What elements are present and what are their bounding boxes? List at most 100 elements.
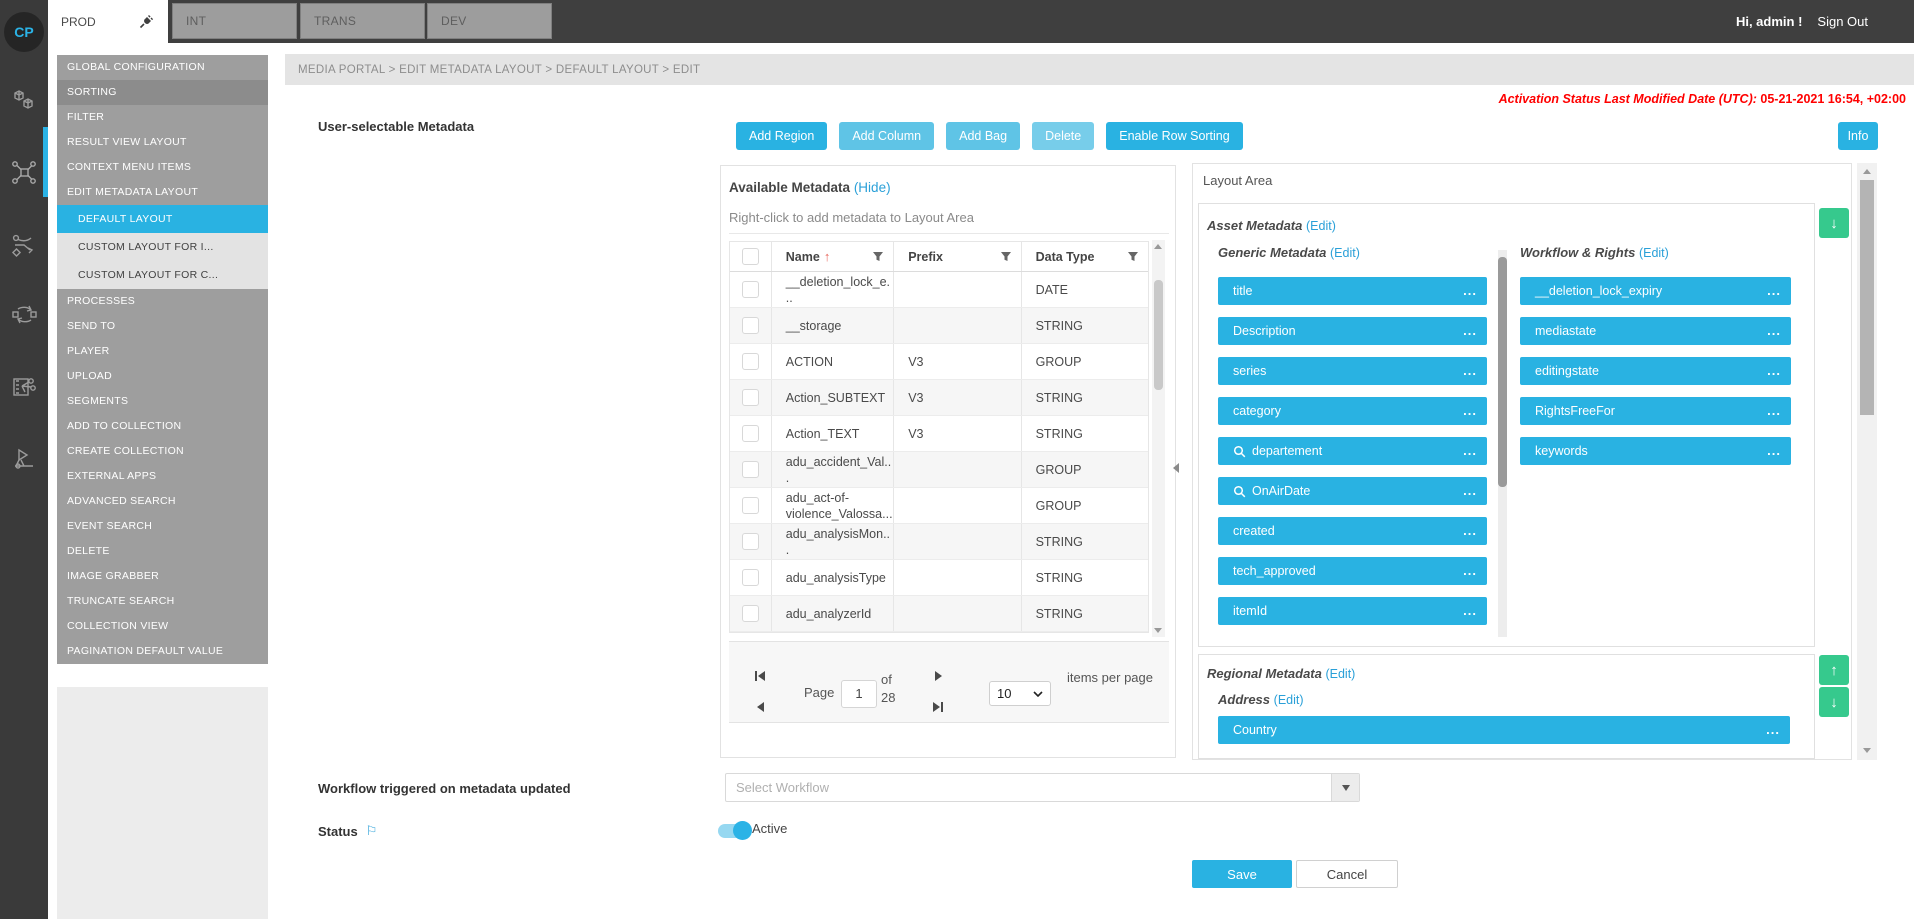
sidebar-item-segments[interactable]: SEGMENTS <box>57 389 268 414</box>
metadata-chip-keywords[interactable]: keywords... <box>1520 437 1791 465</box>
metadata-chip-title[interactable]: title... <box>1218 277 1487 305</box>
metadata-chip-mediastate[interactable]: mediastate... <box>1520 317 1791 345</box>
first-page-button[interactable] <box>755 671 765 681</box>
network-icon[interactable] <box>10 158 38 186</box>
metadata-chip-created[interactable]: created... <box>1218 517 1487 545</box>
move-down-button[interactable]: ↓ <box>1819 208 1849 238</box>
sidebar-item-result-view-layout[interactable]: RESULT VIEW LAYOUT <box>57 130 268 155</box>
metadata-chip-series[interactable]: series... <box>1218 357 1487 385</box>
select-all-checkbox[interactable] <box>742 248 759 265</box>
chip-more-icon[interactable]: ... <box>1767 323 1781 338</box>
metadata-chip-onairdate[interactable]: OnAirDate... <box>1218 477 1487 505</box>
save-button[interactable]: Save <box>1192 860 1292 888</box>
edit-link[interactable]: (Edit) <box>1325 667 1356 681</box>
chip-more-icon[interactable]: ... <box>1463 563 1477 578</box>
metadata-chip-itemid[interactable]: itemId... <box>1218 597 1487 625</box>
metadata-chip-category[interactable]: category... <box>1218 397 1487 425</box>
sidebar-item-image-grabber[interactable]: IMAGE GRABBER <box>57 564 268 589</box>
chip-more-icon[interactable]: ... <box>1766 722 1780 737</box>
sidebar-item-add-to-collection[interactable]: ADD TO COLLECTION <box>57 414 268 439</box>
sidebar-item-default-layout[interactable]: DEFAULT LAYOUT <box>57 205 268 233</box>
row-checkbox[interactable] <box>742 389 759 406</box>
move-up-button[interactable]: ↑ <box>1819 655 1849 685</box>
avatar[interactable]: CP <box>4 12 44 52</box>
sidebar-item-edit-metadata-layout[interactable]: EDIT METADATA LAYOUT <box>57 180 268 205</box>
table-row[interactable]: adu_analyzerId STRING <box>730 596 1148 632</box>
projector-icon[interactable] <box>10 445 38 473</box>
tab-prod[interactable]: PROD <box>47 0 168 43</box>
move-down-button[interactable]: ↓ <box>1819 687 1849 717</box>
table-row[interactable]: __deletion_lock_e... DATE <box>730 272 1148 308</box>
sidebar-item-filter[interactable]: FILTER <box>57 105 268 130</box>
tab-int[interactable]: INT <box>172 3 297 39</box>
chip-more-icon[interactable]: ... <box>1463 603 1477 618</box>
edit-link[interactable]: (Edit) <box>1273 693 1304 707</box>
chip-more-icon[interactable]: ... <box>1463 483 1477 498</box>
table-row[interactable]: Action_SUBTEXT V3 STRING <box>730 380 1148 416</box>
header-name[interactable]: Name ↑ <box>772 242 895 271</box>
sign-out-link[interactable]: Sign Out <box>1817 14 1868 29</box>
sidebar-item-global-configuration[interactable]: GLOBAL CONFIGURATION <box>57 55 268 80</box>
chip-more-icon[interactable]: ... <box>1767 363 1781 378</box>
status-toggle[interactable] <box>718 821 752 840</box>
chip-more-icon[interactable]: ... <box>1767 443 1781 458</box>
sidebar-item-event-search[interactable]: EVENT SEARCH <box>57 514 268 539</box>
header-data-type[interactable]: Data Type <box>1022 242 1148 271</box>
chip-more-icon[interactable]: ... <box>1463 443 1477 458</box>
header-prefix[interactable]: Prefix <box>894 242 1022 271</box>
prev-page-button[interactable] <box>757 702 764 712</box>
tab-dev[interactable]: DEV <box>427 3 552 39</box>
workflow-icon[interactable] <box>10 230 38 258</box>
filter-icon[interactable] <box>872 251 884 262</box>
metadata-chip-departement[interactable]: departement... <box>1218 437 1487 465</box>
metadata-chip-deletion-lock-expiry[interactable]: __deletion_lock_expiry... <box>1520 277 1791 305</box>
layout-area-scrollbar[interactable] <box>1857 163 1877 760</box>
sidebar-item-processes[interactable]: PROCESSES <box>57 289 268 314</box>
edit-link[interactable]: (Edit) <box>1638 246 1669 260</box>
sidebar-item-advanced-search[interactable]: ADVANCED SEARCH <box>57 489 268 514</box>
edit-link[interactable]: (Edit) <box>1306 219 1336 233</box>
cancel-button[interactable]: Cancel <box>1296 860 1398 888</box>
table-scrollbar[interactable] <box>1152 240 1165 637</box>
chip-more-icon[interactable]: ... <box>1463 283 1477 298</box>
row-checkbox[interactable] <box>742 281 759 298</box>
sidebar-item-pagination-default-value[interactable]: PAGINATION DEFAULT VALUE <box>57 639 268 664</box>
process-loop-icon[interactable] <box>10 300 38 328</box>
sidebar-item-player[interactable]: PLAYER <box>57 339 268 364</box>
row-checkbox[interactable] <box>742 569 759 586</box>
hide-link[interactable]: (Hide) <box>853 180 891 195</box>
table-row[interactable]: __storage STRING <box>730 308 1148 344</box>
add-bag-button[interactable]: Add Bag <box>946 122 1021 150</box>
row-checkbox[interactable] <box>742 461 759 478</box>
sidebar-item-external-apps[interactable]: EXTERNAL APPS <box>57 464 268 489</box>
metadata-chip-country[interactable]: Country... <box>1218 716 1790 744</box>
last-page-button[interactable] <box>933 702 943 712</box>
metadata-chip-description[interactable]: Description... <box>1218 317 1487 345</box>
chip-more-icon[interactable]: ... <box>1463 323 1477 338</box>
chip-more-icon[interactable]: ... <box>1463 523 1477 538</box>
table-row[interactable]: Action_TEXT V3 STRING <box>730 416 1148 452</box>
sidebar-item-custom-layout-for-c[interactable]: CUSTOM LAYOUT FOR C... <box>57 261 268 289</box>
sidebar-item-delete[interactable]: DELETE <box>57 539 268 564</box>
row-checkbox[interactable] <box>742 605 759 622</box>
sidebar-item-collection-view[interactable]: COLLECTION VIEW <box>57 614 268 639</box>
table-row[interactable]: adu_act-of-violence_Valossa... GROUP <box>730 488 1148 524</box>
sidebar-item-context-menu-items[interactable]: CONTEXT MENU ITEMS <box>57 155 268 180</box>
asset-box-scrollbar[interactable] <box>1498 250 1507 637</box>
workflow-select[interactable]: Select Workflow <box>725 773 1360 802</box>
page-number-input[interactable]: 1 <box>841 680 877 708</box>
enable-row-sorting-button[interactable]: Enable Row Sorting <box>1106 122 1243 150</box>
chip-more-icon[interactable]: ... <box>1767 403 1781 418</box>
page-size-select[interactable]: 10 <box>989 681 1051 706</box>
metadata-chip-tech-approved[interactable]: tech_approved... <box>1218 557 1487 585</box>
media-edit-icon[interactable] <box>10 372 38 400</box>
sidebar-item-truncate-search[interactable]: TRUNCATE SEARCH <box>57 589 268 614</box>
table-row[interactable]: adu_analysisMon... STRING <box>730 524 1148 560</box>
chip-more-icon[interactable]: ... <box>1463 403 1477 418</box>
edit-link[interactable]: (Edit) <box>1330 246 1360 260</box>
row-checkbox[interactable] <box>742 533 759 550</box>
table-row[interactable]: adu_analysisType STRING <box>730 560 1148 596</box>
chip-more-icon[interactable]: ... <box>1767 283 1781 298</box>
add-column-button[interactable]: Add Column <box>839 122 935 150</box>
filter-icon[interactable] <box>1000 251 1012 262</box>
